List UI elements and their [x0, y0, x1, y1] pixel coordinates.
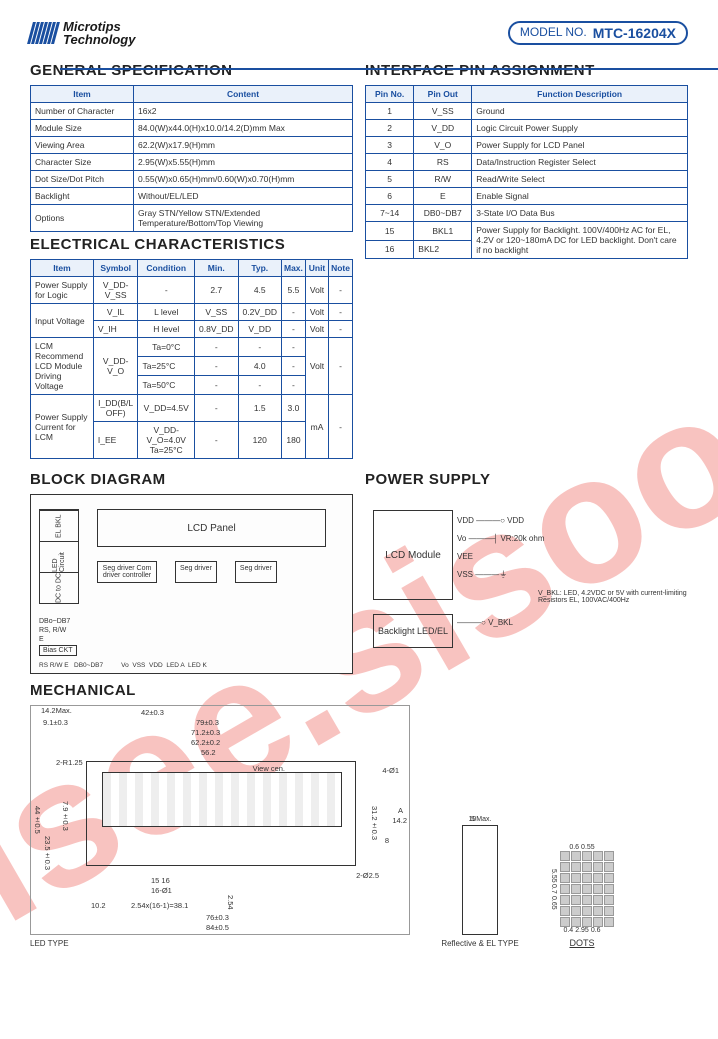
section-mech: MECHANICAL	[30, 682, 688, 699]
gen-spec-table: ItemContent Number of Character16x2 Modu…	[30, 85, 353, 232]
table-row: Number of Character16x2	[31, 103, 353, 120]
col-item: Item	[31, 86, 134, 103]
ps-pin-vdd: VDD ———○ VDD	[457, 512, 545, 530]
pin-table: Pin No.Pin OutFunction Description 1V_SS…	[365, 85, 688, 259]
bd-bottom: RS R/W E DB0~DB7 Vo VSS VDD LED A LED K	[39, 662, 207, 669]
ps-vbkl: ———○ V_BKL	[457, 614, 545, 632]
model-label: MODEL NO.	[520, 25, 587, 41]
ps-pin-vo: Vo ———┤ VR:20k ohm	[457, 530, 545, 548]
power-supply-diagram: LCD Module Backlight LED/EL VDD ———○ VDD…	[365, 494, 688, 674]
table-row: BacklightWithout/EL/LED	[31, 188, 353, 205]
bd-bias: Bias CKT	[39, 645, 77, 656]
ps-backlight: Backlight LED/EL	[373, 614, 453, 648]
mech-main-drawing: 42±0.3 79±0.3 71.2±0.3 62.2±0.2 56.2 14.…	[30, 705, 410, 935]
bd-side-dc: DC to DC	[40, 572, 78, 603]
model-value: MTC-16204X	[593, 25, 676, 41]
dots-grid	[560, 851, 614, 927]
bd-seg-driver2: Seg driver	[235, 561, 277, 583]
table-row: Power Supply for LogicV_DD-V_SS-2.74.55.…	[31, 277, 353, 304]
section-pin: INTERFACE PIN ASSIGNMENT	[365, 62, 688, 79]
header-divider	[60, 68, 718, 70]
bd-rs: RS, R/W	[39, 627, 207, 634]
ps-pin-vee: VEE	[457, 548, 545, 566]
table-row: Power Supply Current for LCMI_DD(B/L OFF…	[31, 395, 353, 422]
section-gen-spec: GENERAL SPECIFICATION	[30, 62, 353, 79]
table-row: 3V_OPower Supply for LCD Panel	[366, 137, 688, 154]
table-row: 1V_SSGround	[366, 103, 688, 120]
block-diagram: EL BKL LED Circuit DC to DC LCD Panel Se…	[30, 494, 353, 674]
table-row: Dot Size/Dot Pitch0.55(W)x0.65(H)mm/0.60…	[31, 171, 353, 188]
mech-led-type: LED TYPE	[30, 939, 410, 948]
table-row: OptionsGray STN/Yellow STN/Extended Temp…	[31, 205, 353, 232]
col-content: Content	[134, 86, 353, 103]
bd-db: DBo~DB7	[39, 618, 207, 625]
ps-pin-vss: VSS ———⏚	[457, 566, 545, 584]
table-row: 4RSData/Instruction Register Select	[366, 154, 688, 171]
table-row: 15BKL1Power Supply for Backlight. 100V/4…	[366, 222, 688, 241]
section-elec: ELECTRICAL CHARACTERISTICS	[30, 236, 353, 253]
section-power: POWER SUPPLY	[365, 471, 688, 488]
ps-note: V_BKL: LED, 4.2VDC or 5V with current-li…	[538, 590, 688, 604]
table-row: Input VoltageV_ILL levelV_SS0.2V_DD-Volt…	[31, 304, 353, 321]
page-header: Microtips Technology MODEL NO. MTC-16204…	[30, 20, 688, 46]
table-row: Character Size2.95(W)x5.55(H)mm	[31, 154, 353, 171]
ps-lcd-module: LCD Module	[373, 510, 453, 600]
table-row: Module Size84.0(W)x44.0(H)x10.0/14.2(D)m…	[31, 120, 353, 137]
table-row: 6EEnable Signal	[366, 188, 688, 205]
table-row: 7~14DB0~DB73-State I/O Data Bus	[366, 205, 688, 222]
brand-logo: Microtips Technology	[30, 20, 135, 46]
bd-controller: Seg driver Com driver controller	[97, 561, 157, 583]
bd-lcd-panel: LCD Panel	[97, 509, 326, 547]
bd-side-circuit: LED Circuit	[40, 541, 78, 572]
elec-table: ItemSymbolConditionMin.Typ.Max.UnitNote …	[30, 259, 353, 459]
bd-seg-driver: Seg driver	[175, 561, 217, 583]
table-row: LCM Recommend LCD Module Driving Voltage…	[31, 338, 353, 357]
mech-el-type: Reflective & EL TYPE	[420, 939, 540, 948]
model-pill: MODEL NO. MTC-16204X	[508, 21, 688, 45]
brand-line2: Technology	[63, 33, 135, 46]
table-row: 2V_DDLogic Circuit Power Supply	[366, 120, 688, 137]
dots-label: DOTS	[550, 938, 614, 948]
bd-side-bkl: EL BKL	[40, 510, 78, 541]
table-row: 5R/WRead/Write Select	[366, 171, 688, 188]
bd-e: E	[39, 636, 207, 643]
logo-bars-icon	[30, 22, 57, 44]
mech-side-view: 5	[462, 825, 498, 935]
section-block: BLOCK DIAGRAM	[30, 471, 353, 488]
table-row: Viewing Area62.2(W)x17.9(H)mm	[31, 137, 353, 154]
